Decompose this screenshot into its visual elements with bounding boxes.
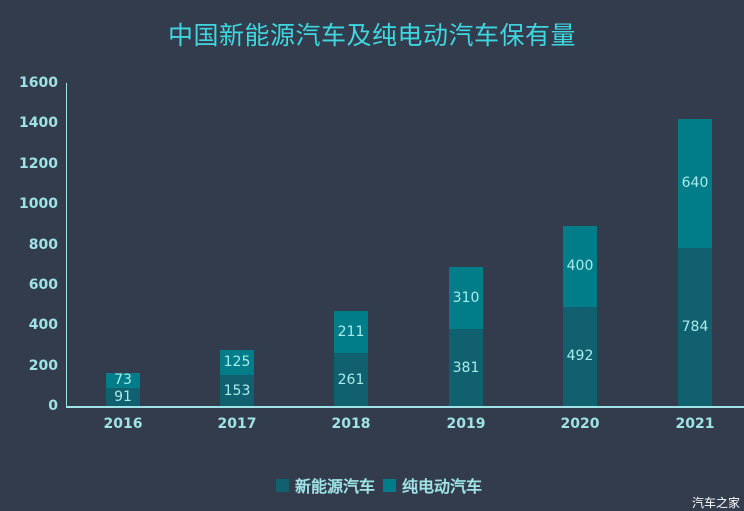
data-label: 153 (223, 382, 251, 399)
legend-item-bev[interactable]: 纯电动汽车 (383, 473, 482, 497)
bar-segment-bev[interactable]: 640 (678, 118, 712, 248)
y-tick-label: 1600 (19, 75, 58, 91)
y-tick-label: 800 (28, 236, 58, 253)
x-tick-label: 2020 (560, 416, 600, 432)
x-axis-line (66, 406, 744, 408)
bar-segment-bev[interactable]: 310 (449, 266, 483, 330)
data-label: 261 (337, 371, 365, 388)
legend-swatch-bev-icon (383, 478, 397, 492)
x-tick-label: 2017 (217, 416, 257, 432)
bar-segment-bev[interactable]: 73 (106, 372, 140, 389)
data-label: 310 (452, 289, 480, 306)
y-tick-label: 400 (28, 317, 58, 334)
data-label: 381 (452, 359, 480, 376)
data-label: 400 (566, 258, 594, 275)
data-label: 211 (337, 324, 365, 340)
data-label: 640 (681, 175, 709, 192)
y-tick-label: 1200 (19, 155, 58, 172)
bar-segment-nev[interactable]: 492 (563, 306, 597, 406)
bar-segment-nev[interactable]: 381 (449, 329, 483, 406)
bar-segment-bev[interactable]: 211 (334, 310, 368, 354)
bar-segment-bev[interactable]: 400 (563, 225, 597, 307)
data-label: 784 (681, 318, 709, 335)
data-label: 73 (114, 372, 132, 389)
y-axis-line (66, 83, 67, 407)
y-tick-label: 1000 (19, 196, 58, 213)
y-tick-label: 1400 (19, 115, 58, 132)
x-tick-label: 2021 (675, 416, 715, 432)
x-tick-label: 2018 (331, 416, 371, 432)
bar-segment-bev[interactable]: 125 (220, 349, 254, 376)
bar-segment-nev[interactable]: 784 (678, 247, 712, 406)
legend-label: 新能源汽车 (295, 477, 376, 496)
x-tick-label: 2016 (103, 416, 143, 432)
bar-segment-nev[interactable]: 153 (220, 375, 254, 406)
y-tick-label: 600 (28, 276, 58, 293)
legend-label: 纯电动汽车 (402, 477, 483, 496)
chart-title: 中国新能源汽车及纯电动汽车保有量 (167, 21, 576, 50)
data-label: 91 (114, 388, 132, 405)
watermark: 汽车之家 (691, 496, 740, 510)
data-label: 125 (223, 354, 251, 371)
data-label: 492 (566, 348, 594, 365)
bar-segment-nev[interactable]: 261 (334, 353, 368, 406)
y-tick-label: 0 (48, 398, 58, 414)
bar-segment-nev[interactable]: 91 (106, 387, 140, 406)
legend-item-nev[interactable]: 新能源汽车 (276, 473, 375, 497)
legend: 新能源汽车 纯电动汽车 (276, 473, 490, 497)
y-tick-label: 200 (28, 357, 58, 374)
x-tick-label: 2019 (446, 416, 486, 432)
legend-swatch-nev-icon (276, 478, 289, 492)
